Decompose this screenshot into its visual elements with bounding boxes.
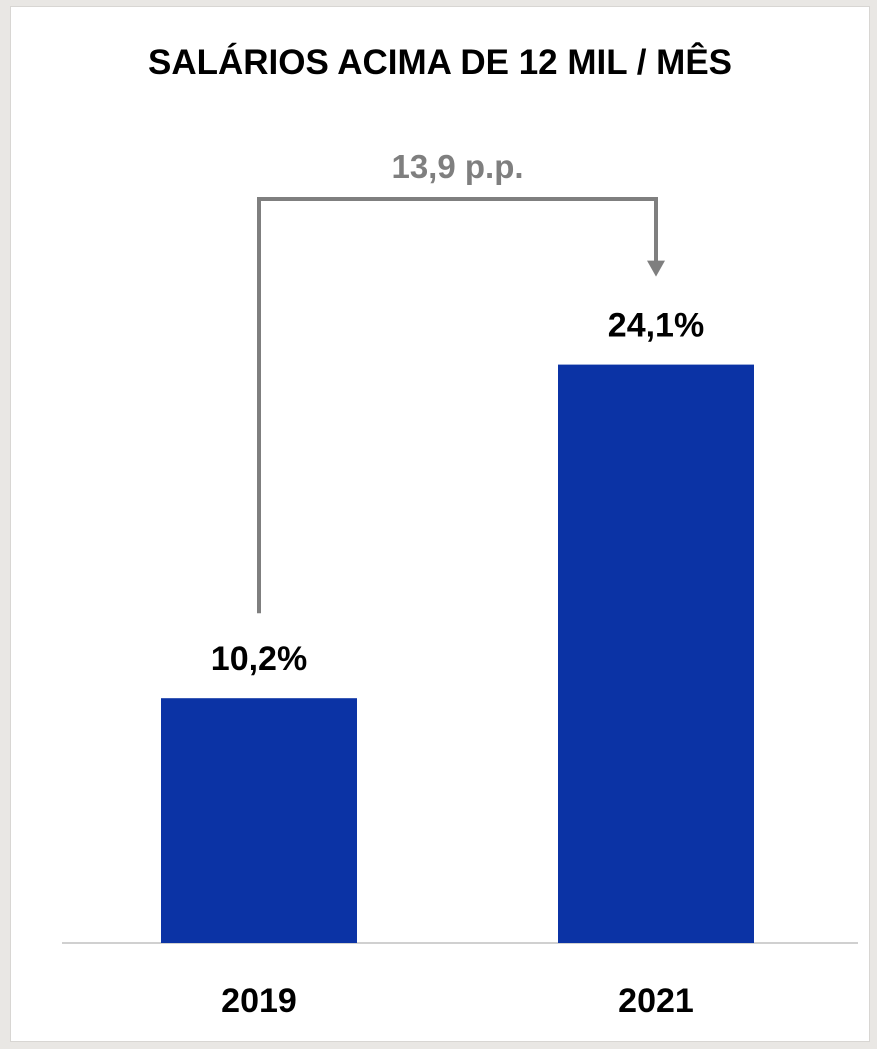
value-label-2021: 24,1%	[608, 307, 704, 345]
annotation-bracket	[257, 197, 658, 614]
bar-2021	[558, 364, 754, 944]
category-label-2019: 2019	[221, 982, 297, 1020]
annotation-label: 13,9 p.p.	[391, 148, 523, 185]
category-label-2021: 2021	[618, 982, 694, 1020]
value-label-2019: 10,2%	[211, 640, 307, 678]
annotation-arrowhead	[647, 260, 665, 277]
bar-2019	[161, 698, 357, 943]
chart-title: SALÁRIOS ACIMA DE 12 MIL / MÊS	[147, 43, 733, 82]
bars-group: 10,2% 2019 24,1% 2021	[161, 307, 754, 1020]
